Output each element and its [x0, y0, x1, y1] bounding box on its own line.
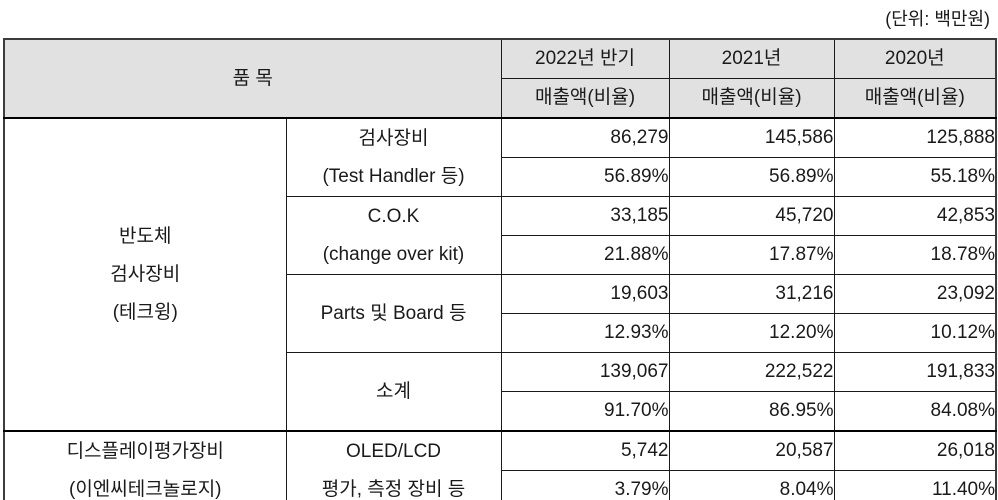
amount-cell: 26,018 — [833, 430, 997, 471]
ratio-cell: 12.20% — [668, 313, 835, 353]
item-name-line: (Test Handler 등) — [322, 165, 465, 187]
group-cell-display: 디스플레이평가장비 (이엔씨테크놀로지) — [3, 430, 287, 500]
item-name-cell-subtotal: 소계 — [285, 352, 502, 432]
ratio-cell: 8.04% — [668, 470, 835, 500]
ratio-cell: 56.89% — [668, 157, 835, 197]
measure-header-2021: 매출액(비율) — [668, 78, 835, 119]
amount-cell: 42,853 — [833, 196, 997, 236]
amount-cell: 191,833 — [833, 352, 997, 392]
amount-cell: 139,067 — [500, 352, 670, 392]
table-header: 품 목 2022년 반기 2021년 2020년 매출액(비율) 매출액(비율)… — [3, 38, 997, 119]
ratio-cell: 17.87% — [668, 235, 835, 275]
period-header-2022-half: 2022년 반기 — [500, 38, 670, 79]
ratio-cell: 10.12% — [833, 313, 997, 353]
table-row: 12.93% 12.20% 10.12% — [4, 313, 997, 353]
item-name-line: Parts 및 Board 등 — [320, 302, 467, 324]
amount-cell: 5,742 — [500, 430, 670, 471]
table-row: C.O.K (change over kit) 33,185 45,720 42… — [4, 196, 997, 275]
table-row: 3.79% 8.04% 11.40% — [4, 470, 997, 500]
item-name-cell-test-handler: 검사장비 (Test Handler 등) — [285, 117, 502, 197]
item-name-cell-parts-board: Parts 및 Board 등 — [285, 274, 502, 353]
ratio-cell: 55.18% — [833, 157, 997, 197]
item-name-line: C.O.K — [367, 205, 420, 227]
ratio-cell: 18.78% — [833, 235, 997, 275]
amount-cell: 19,603 — [500, 274, 670, 314]
item-name-line: OLED/LCD — [345, 440, 442, 462]
amount-cell: 33,185 — [500, 196, 670, 236]
group-label-line: (테크윙) — [112, 301, 178, 323]
item-name-line: 평가, 측정 장비 등 — [321, 478, 466, 500]
item-name-cell-oled-lcd: OLED/LCD 평가, 측정 장비 등 — [285, 430, 502, 500]
table-row: 디스플레이평가장비 (이엔씨테크놀로지) OLED/LCD 평가, 측정 장비 … — [3, 430, 997, 500]
group-label-line: 검사장비 — [110, 263, 181, 285]
measure-header-2020: 매출액(비율) — [833, 78, 997, 119]
group-cell-semiconductor: 반도체 검사장비 (테크윙) — [3, 117, 287, 432]
item-name-line: 소계 — [376, 380, 411, 402]
period-header-2020: 2020년 — [833, 38, 997, 79]
table-body: 반도체 검사장비 (테크윙) 검사장비 (Test Handler 등) 86,… — [3, 117, 997, 500]
table-row: 반도체 검사장비 (테크윙) 검사장비 (Test Handler 등) 86,… — [3, 117, 997, 432]
amount-cell: 23,092 — [833, 274, 997, 314]
unit-note: (단위: 백만원) — [885, 9, 990, 29]
ratio-cell: 12.93% — [500, 313, 670, 353]
group-label-line: (이엔씨테크놀로지) — [69, 478, 222, 500]
item-name-cell-cok: C.O.K (change over kit) — [285, 196, 502, 275]
ratio-cell: 84.08% — [833, 391, 997, 432]
table-row: 91.70% 86.95% 84.08% — [4, 391, 997, 432]
amount-cell: 145,586 — [668, 117, 835, 158]
group-label-line: 디스플레이평가장비 — [66, 440, 224, 462]
amount-cell: 31,216 — [668, 274, 835, 314]
item-column-header: 품 목 — [3, 38, 502, 119]
ratio-cell: 3.79% — [500, 470, 670, 500]
measure-header-2022-half: 매출액(비율) — [500, 78, 670, 119]
ratio-cell: 21.88% — [500, 235, 670, 275]
ratio-cell: 56.89% — [500, 157, 670, 197]
amount-cell: 20,587 — [668, 430, 835, 471]
item-name-line: (change over kit) — [322, 243, 465, 265]
revenue-by-item-table: 품 목 2022년 반기 2021년 2020년 매출액(비율) 매출액(비율)… — [3, 38, 997, 500]
period-header-2021: 2021년 — [668, 38, 835, 79]
amount-cell: 45,720 — [668, 196, 835, 236]
ratio-cell: 11.40% — [833, 470, 997, 500]
group-label-line: 반도체 — [119, 225, 172, 247]
ratio-cell: 91.70% — [500, 391, 670, 432]
amount-cell: 125,888 — [833, 117, 997, 158]
ratio-cell: 86.95% — [668, 391, 835, 432]
table-row: 소계 139,067 222,522 191,833 — [4, 352, 997, 432]
amount-cell: 222,522 — [668, 352, 835, 392]
item-name-line: 검사장비 — [358, 127, 429, 149]
amount-cell: 86,279 — [500, 117, 670, 158]
table-row: 56.89% 56.89% 55.18% — [4, 157, 997, 197]
